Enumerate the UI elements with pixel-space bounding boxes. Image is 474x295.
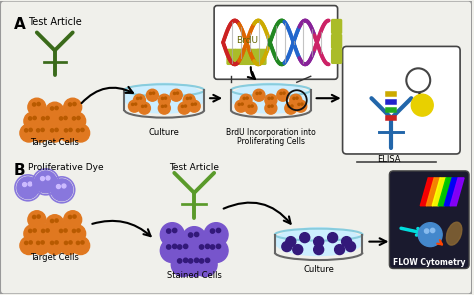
Polygon shape [420, 178, 434, 206]
Text: Test Article: Test Article [28, 17, 82, 27]
Circle shape [182, 253, 206, 276]
Circle shape [32, 124, 50, 142]
Text: B: B [14, 163, 26, 178]
Circle shape [173, 244, 177, 249]
Circle shape [46, 176, 50, 180]
Circle shape [170, 89, 182, 101]
Circle shape [128, 100, 140, 112]
Circle shape [295, 100, 307, 112]
FancyBboxPatch shape [257, 49, 266, 64]
Circle shape [290, 94, 302, 106]
Circle shape [210, 229, 215, 233]
Circle shape [28, 229, 32, 232]
Polygon shape [438, 178, 452, 206]
Circle shape [24, 225, 42, 242]
Circle shape [194, 258, 199, 263]
Text: FLOW Cytometry: FLOW Cytometry [393, 258, 465, 267]
Circle shape [286, 237, 296, 247]
Circle shape [425, 229, 429, 233]
Text: Target Cells: Target Cells [30, 253, 79, 262]
Circle shape [146, 89, 158, 101]
Circle shape [33, 229, 36, 232]
Circle shape [28, 98, 46, 116]
Circle shape [41, 177, 45, 181]
Circle shape [132, 103, 134, 105]
Circle shape [137, 97, 139, 99]
Circle shape [160, 223, 184, 247]
Circle shape [55, 128, 58, 132]
Circle shape [298, 103, 300, 105]
Circle shape [46, 237, 64, 255]
Ellipse shape [231, 83, 311, 113]
Circle shape [59, 229, 63, 232]
Circle shape [193, 253, 217, 276]
Circle shape [346, 242, 356, 252]
Circle shape [246, 97, 248, 99]
Circle shape [77, 229, 80, 232]
FancyBboxPatch shape [389, 171, 469, 268]
Circle shape [73, 117, 76, 120]
Circle shape [189, 97, 191, 99]
Circle shape [25, 129, 28, 132]
Circle shape [55, 241, 58, 244]
Circle shape [243, 97, 245, 99]
Circle shape [64, 116, 67, 119]
Circle shape [64, 229, 67, 232]
Circle shape [194, 103, 196, 105]
Ellipse shape [447, 222, 462, 245]
Circle shape [24, 112, 42, 130]
Circle shape [36, 241, 40, 245]
Circle shape [50, 241, 54, 245]
Circle shape [158, 102, 170, 114]
Circle shape [182, 105, 183, 107]
FancyBboxPatch shape [243, 49, 252, 64]
Circle shape [46, 215, 64, 233]
Circle shape [288, 105, 290, 107]
Circle shape [142, 105, 144, 107]
Circle shape [77, 116, 80, 119]
Circle shape [314, 245, 324, 255]
Circle shape [28, 211, 46, 229]
Polygon shape [450, 178, 464, 206]
Circle shape [177, 259, 182, 263]
Circle shape [240, 94, 252, 106]
Circle shape [194, 232, 199, 237]
Circle shape [251, 105, 253, 107]
Circle shape [189, 233, 193, 237]
Circle shape [37, 225, 55, 242]
Circle shape [37, 215, 40, 218]
Circle shape [183, 244, 188, 249]
Circle shape [271, 105, 273, 107]
Circle shape [46, 102, 64, 120]
Circle shape [182, 227, 206, 250]
Circle shape [41, 241, 44, 244]
Circle shape [166, 229, 171, 233]
FancyBboxPatch shape [235, 49, 244, 64]
Circle shape [76, 241, 80, 245]
Circle shape [265, 102, 277, 114]
Circle shape [72, 124, 90, 142]
Circle shape [64, 98, 82, 116]
Circle shape [430, 228, 435, 233]
Circle shape [188, 100, 200, 112]
Text: BrdU: BrdU [236, 36, 258, 45]
Circle shape [68, 215, 72, 219]
Circle shape [56, 185, 60, 189]
Circle shape [245, 102, 257, 114]
Circle shape [28, 182, 32, 186]
Circle shape [178, 102, 190, 114]
Circle shape [72, 237, 90, 255]
Circle shape [166, 245, 171, 249]
Circle shape [171, 239, 195, 263]
Circle shape [33, 103, 36, 106]
Circle shape [300, 233, 310, 242]
Circle shape [69, 241, 72, 244]
Text: A: A [14, 17, 26, 32]
Polygon shape [432, 178, 446, 206]
Circle shape [81, 241, 84, 244]
Circle shape [204, 223, 228, 247]
Circle shape [23, 183, 27, 186]
Circle shape [42, 117, 45, 120]
Circle shape [68, 225, 86, 242]
